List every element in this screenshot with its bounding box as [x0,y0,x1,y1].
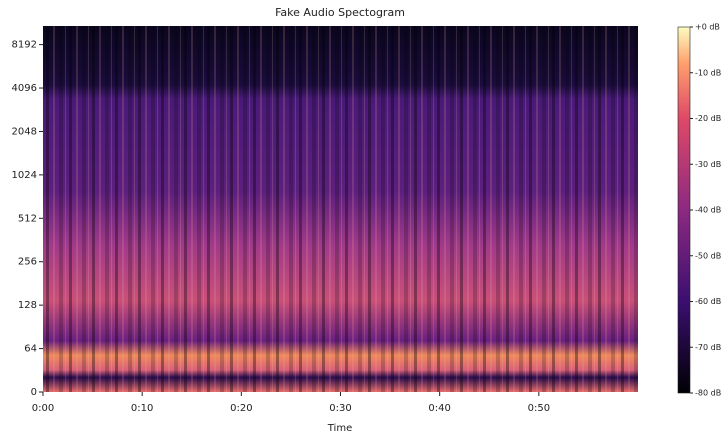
colorbar-tick-label: -30 dB [695,160,721,169]
colorbar-tick-label: -40 dB [695,206,721,215]
y-tick-label: 2048 [12,126,37,137]
x-tick-label: 0:50 [528,403,550,414]
y-tick-label: 64 [24,344,37,355]
colorbar-tick-label: -80 dB [695,389,721,398]
x-tick-label: 0:40 [428,403,450,414]
colorbar-tick-label: -50 dB [695,251,721,260]
y-tick-label: 8192 [12,40,37,51]
colorbar-tick-label: -60 dB [695,297,721,306]
colorbar [677,26,691,394]
y-tick-label: 512 [18,213,37,224]
x-tick-label: 0:20 [230,403,252,414]
colorbar-tick-label: -70 dB [695,343,721,352]
spectrogram-texture [43,26,638,392]
colorbar-tick-label: -20 dB [695,114,721,123]
colorbar-tick-label: +0 dB [695,23,720,32]
y-tick-label: 256 [18,257,37,268]
x-axis-label: Time [327,423,352,434]
colorbar-tick-label: -10 dB [695,68,721,77]
chart-title: Fake Audio Spectogram [275,6,405,19]
y-tick-label: 128 [18,300,37,311]
y-tick-label: 1024 [12,170,37,181]
y-tick-label: 4096 [12,83,37,94]
y-tick-label: 0 [31,387,37,398]
x-tick-label: 0:30 [329,403,351,414]
x-tick-label: 0:00 [32,403,54,414]
x-tick-label: 0:10 [131,403,153,414]
